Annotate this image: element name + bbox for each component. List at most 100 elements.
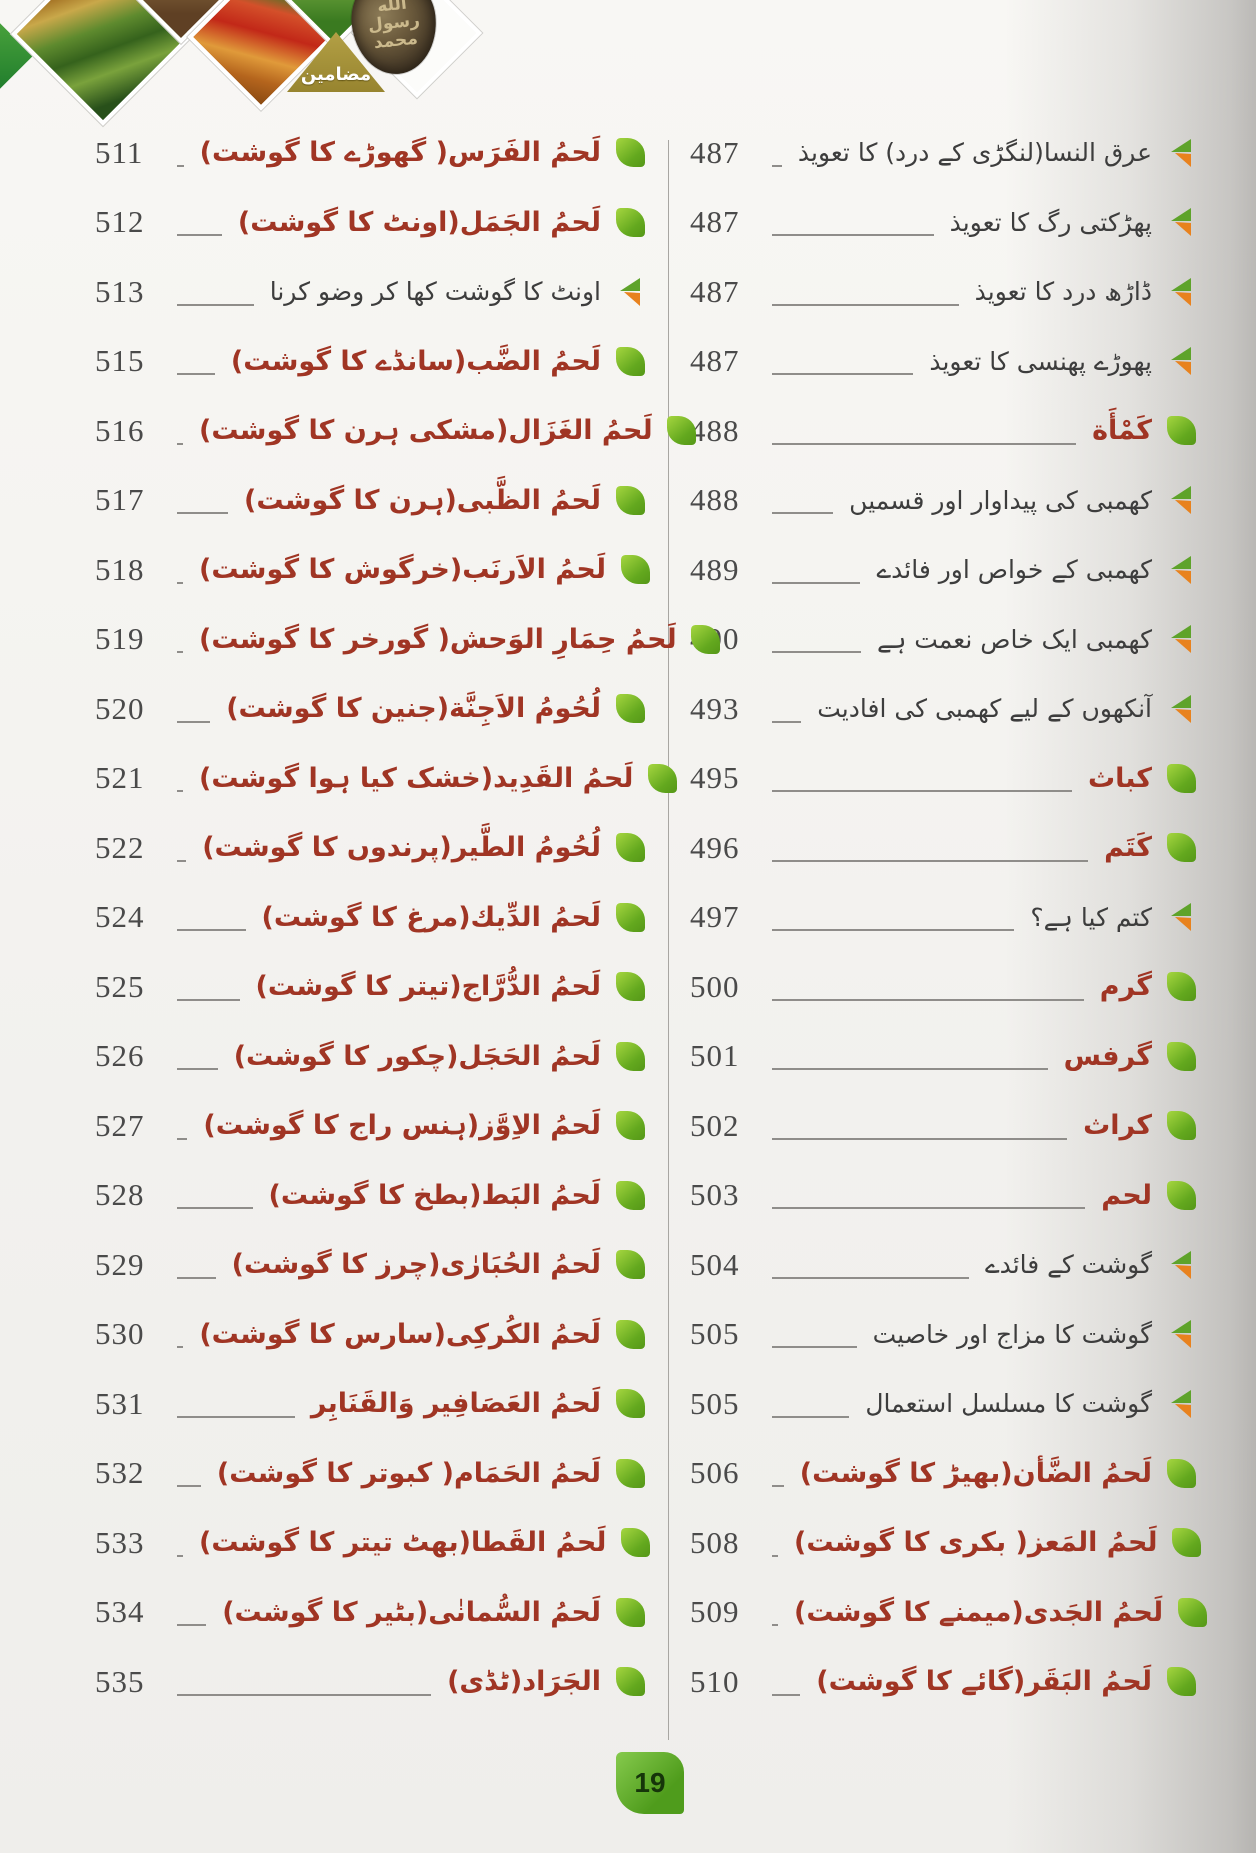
chevron-icon bbox=[1171, 138, 1191, 167]
leaf-bullet-icon bbox=[615, 207, 645, 237]
leaf-bullet-icon bbox=[667, 416, 697, 446]
toc-left-column: 511 لَحمُ الفَرَس( گھوڑے کا گوشت) 512 لَحمُ… bbox=[95, 118, 721, 1717]
toc-entry-title: لَحمُ الاِوَّز(ہنس راج کا گوشت) bbox=[203, 1110, 601, 1142]
toc-entry-title: لَحمُ الجَدی(میمنے کا گوشت) bbox=[794, 1596, 1164, 1628]
seal-line-3: محمد bbox=[372, 28, 419, 54]
toc-entry-title: لَحمُ الدُّرَّاج(تیتر کا گوشت) bbox=[255, 971, 601, 1003]
leaf-bullet-icon bbox=[1172, 1528, 1202, 1558]
toc-entry: 501 گرفس bbox=[690, 1022, 1198, 1092]
leaf-bullet-icon bbox=[1166, 1458, 1196, 1488]
leader-line bbox=[772, 1346, 857, 1349]
toc-entry: 503 لحم bbox=[690, 1161, 1198, 1231]
toc-entry-page-number: 505 bbox=[690, 1316, 740, 1352]
leader-line bbox=[772, 720, 802, 723]
leader-line bbox=[177, 651, 183, 654]
leaf-bullet-icon bbox=[691, 624, 721, 654]
page-number-badge: 19 bbox=[616, 1752, 684, 1814]
toc-entry-page-number: 508 bbox=[690, 1524, 740, 1560]
leader-line bbox=[772, 929, 1015, 932]
leader-line bbox=[177, 581, 183, 584]
toc-entry: 521 لَحمُ القَدِید(خشک کیا ہوا گوشت) bbox=[95, 744, 677, 814]
chevron-icon bbox=[620, 277, 640, 306]
leader-line bbox=[772, 1207, 1086, 1210]
toc-entry: 505 گوشت کا مسلسل استعمال bbox=[690, 1369, 1198, 1439]
chevron-icon bbox=[1171, 1320, 1191, 1349]
leaf-bullet-icon bbox=[615, 972, 645, 1002]
toc-entry: 488 کَمْأَة bbox=[690, 396, 1198, 466]
decorative-header-band: مضامین الله رسول محمد bbox=[0, 0, 560, 140]
toc-entry-title: کھمبی کے خواص اور فائدے bbox=[876, 555, 1152, 585]
toc-entry-title: گرفس bbox=[1063, 1040, 1152, 1072]
toc-entry-page-number: 518 bbox=[95, 551, 145, 587]
toc-entry-page-number: 506 bbox=[690, 1455, 740, 1491]
leader-line bbox=[177, 1693, 432, 1696]
leader-line bbox=[177, 1068, 218, 1071]
column-divider bbox=[668, 140, 669, 1740]
leaf-bullet-icon bbox=[615, 1319, 645, 1349]
leaf-bullet-icon bbox=[615, 1180, 645, 1210]
leaf-bullet-icon bbox=[615, 1597, 645, 1627]
chevron-icon bbox=[1171, 1250, 1191, 1279]
leader-line bbox=[177, 1624, 207, 1627]
leader-line bbox=[772, 998, 1084, 1001]
leaf-bullet-icon bbox=[1166, 833, 1196, 863]
toc-entry: 530 لَحمُ الکُرکِی(سارس کا گوشت) bbox=[95, 1300, 647, 1370]
toc-entry: 535 الجَرَاد(ٹڈی) bbox=[95, 1647, 647, 1717]
toc-entry: 525 لَحمُ الدُّرَّاج(تیتر کا گوشت) bbox=[95, 952, 647, 1022]
leader-line bbox=[772, 512, 834, 515]
toc-entry-title: گرم bbox=[1099, 971, 1152, 1003]
leader-line bbox=[177, 1485, 201, 1488]
toc-entry-title: لَحمُ الکُرکِی(سارس کا گوشت) bbox=[199, 1318, 601, 1350]
leader-line bbox=[177, 929, 246, 932]
leader-line bbox=[772, 581, 861, 584]
leader-line bbox=[177, 512, 229, 515]
leader-line bbox=[177, 1554, 183, 1557]
leader-line bbox=[772, 442, 1077, 445]
toc-entry-title: پھڑکتی رگ کا تعویذ bbox=[949, 207, 1152, 237]
chevron-icon bbox=[1171, 903, 1191, 932]
toc-entry-page-number: 501 bbox=[690, 1038, 740, 1074]
toc-entry: 495 کباث bbox=[690, 744, 1198, 814]
toc-entry: 502 کراث bbox=[690, 1091, 1198, 1161]
toc-entry-page-number: 515 bbox=[95, 343, 145, 379]
leaf-bullet-icon bbox=[1166, 416, 1196, 446]
toc-entry-title: گوشت کا مزاج اور خاصیت bbox=[872, 1319, 1152, 1349]
leaf-bullet-icon bbox=[615, 902, 645, 932]
toc-entry-title: لَحمُ الظَّبی(ہرن کا گوشت) bbox=[244, 484, 601, 516]
toc-entry: 511 لَحمُ الفَرَس( گھوڑے کا گوشت) bbox=[95, 118, 647, 188]
toc-entry: 490کھمبی ایک خاص نعمت ہے bbox=[690, 605, 1198, 675]
toc-entry: 506 لَحمُ الضَّأن(بھیڑ کا گوشت) bbox=[690, 1439, 1198, 1509]
toc-entry-page-number: 513 bbox=[95, 273, 145, 309]
toc-entry: 504 گوشت کے فائدے bbox=[690, 1230, 1198, 1300]
leader-line bbox=[772, 1693, 801, 1696]
leader-line bbox=[177, 234, 222, 237]
leader-line bbox=[772, 303, 959, 306]
toc-entry-page-number: 516 bbox=[95, 412, 145, 448]
toc-entry: 487 ڈاڑھ درد کا تعویذ bbox=[690, 257, 1198, 327]
toc-entry-title: لُحُومُ الاَجِنَّة(جنین کا گوشت) bbox=[226, 693, 601, 725]
toc-entry-page-number: 510 bbox=[690, 1663, 740, 1699]
toc-entry-title: لَحمُ الضَّب(سانڈے کا گوشت) bbox=[230, 345, 601, 377]
toc-entry-page-number: 520 bbox=[95, 690, 145, 726]
leaf-bullet-icon bbox=[615, 1389, 645, 1419]
toc-entry-page-number: 529 bbox=[95, 1246, 145, 1282]
leader-line bbox=[772, 1068, 1048, 1071]
leader-line bbox=[772, 1485, 784, 1488]
toc-entry: 520 لُحُومُ الاَجِنَّة(جنین کا گوشت) bbox=[95, 674, 647, 744]
leader-line bbox=[772, 859, 1089, 862]
toc-entry-title: لَحمُ حِمَارِ الوَحش( گورخر کا گوشت) bbox=[199, 623, 677, 655]
toc-entry-page-number: 504 bbox=[690, 1246, 740, 1282]
toc-entry: 524 لَحمُ الدِّیك(مرغ کا گوشت) bbox=[95, 883, 647, 953]
leaf-bullet-icon bbox=[615, 138, 645, 168]
leader-line bbox=[772, 1276, 969, 1279]
leader-line bbox=[177, 1207, 253, 1210]
leaf-bullet-icon bbox=[615, 346, 645, 376]
toc-entry-title: آنکھوں کے لیے کھمبی کی افادیت bbox=[817, 694, 1152, 724]
leader-line bbox=[772, 234, 934, 237]
toc-entry: 527 لَحمُ الاِوَّز(ہنس راج کا گوشت) bbox=[95, 1091, 647, 1161]
toc-entry-title: الجَرَاد(ٹڈی) bbox=[447, 1666, 601, 1698]
toc-entry-page-number: 524 bbox=[95, 899, 145, 935]
leader-line bbox=[177, 859, 187, 862]
leaf-bullet-icon bbox=[647, 763, 677, 793]
toc-entry-title: لَحمُ البَط(بطخ کا گوشت) bbox=[268, 1179, 601, 1211]
